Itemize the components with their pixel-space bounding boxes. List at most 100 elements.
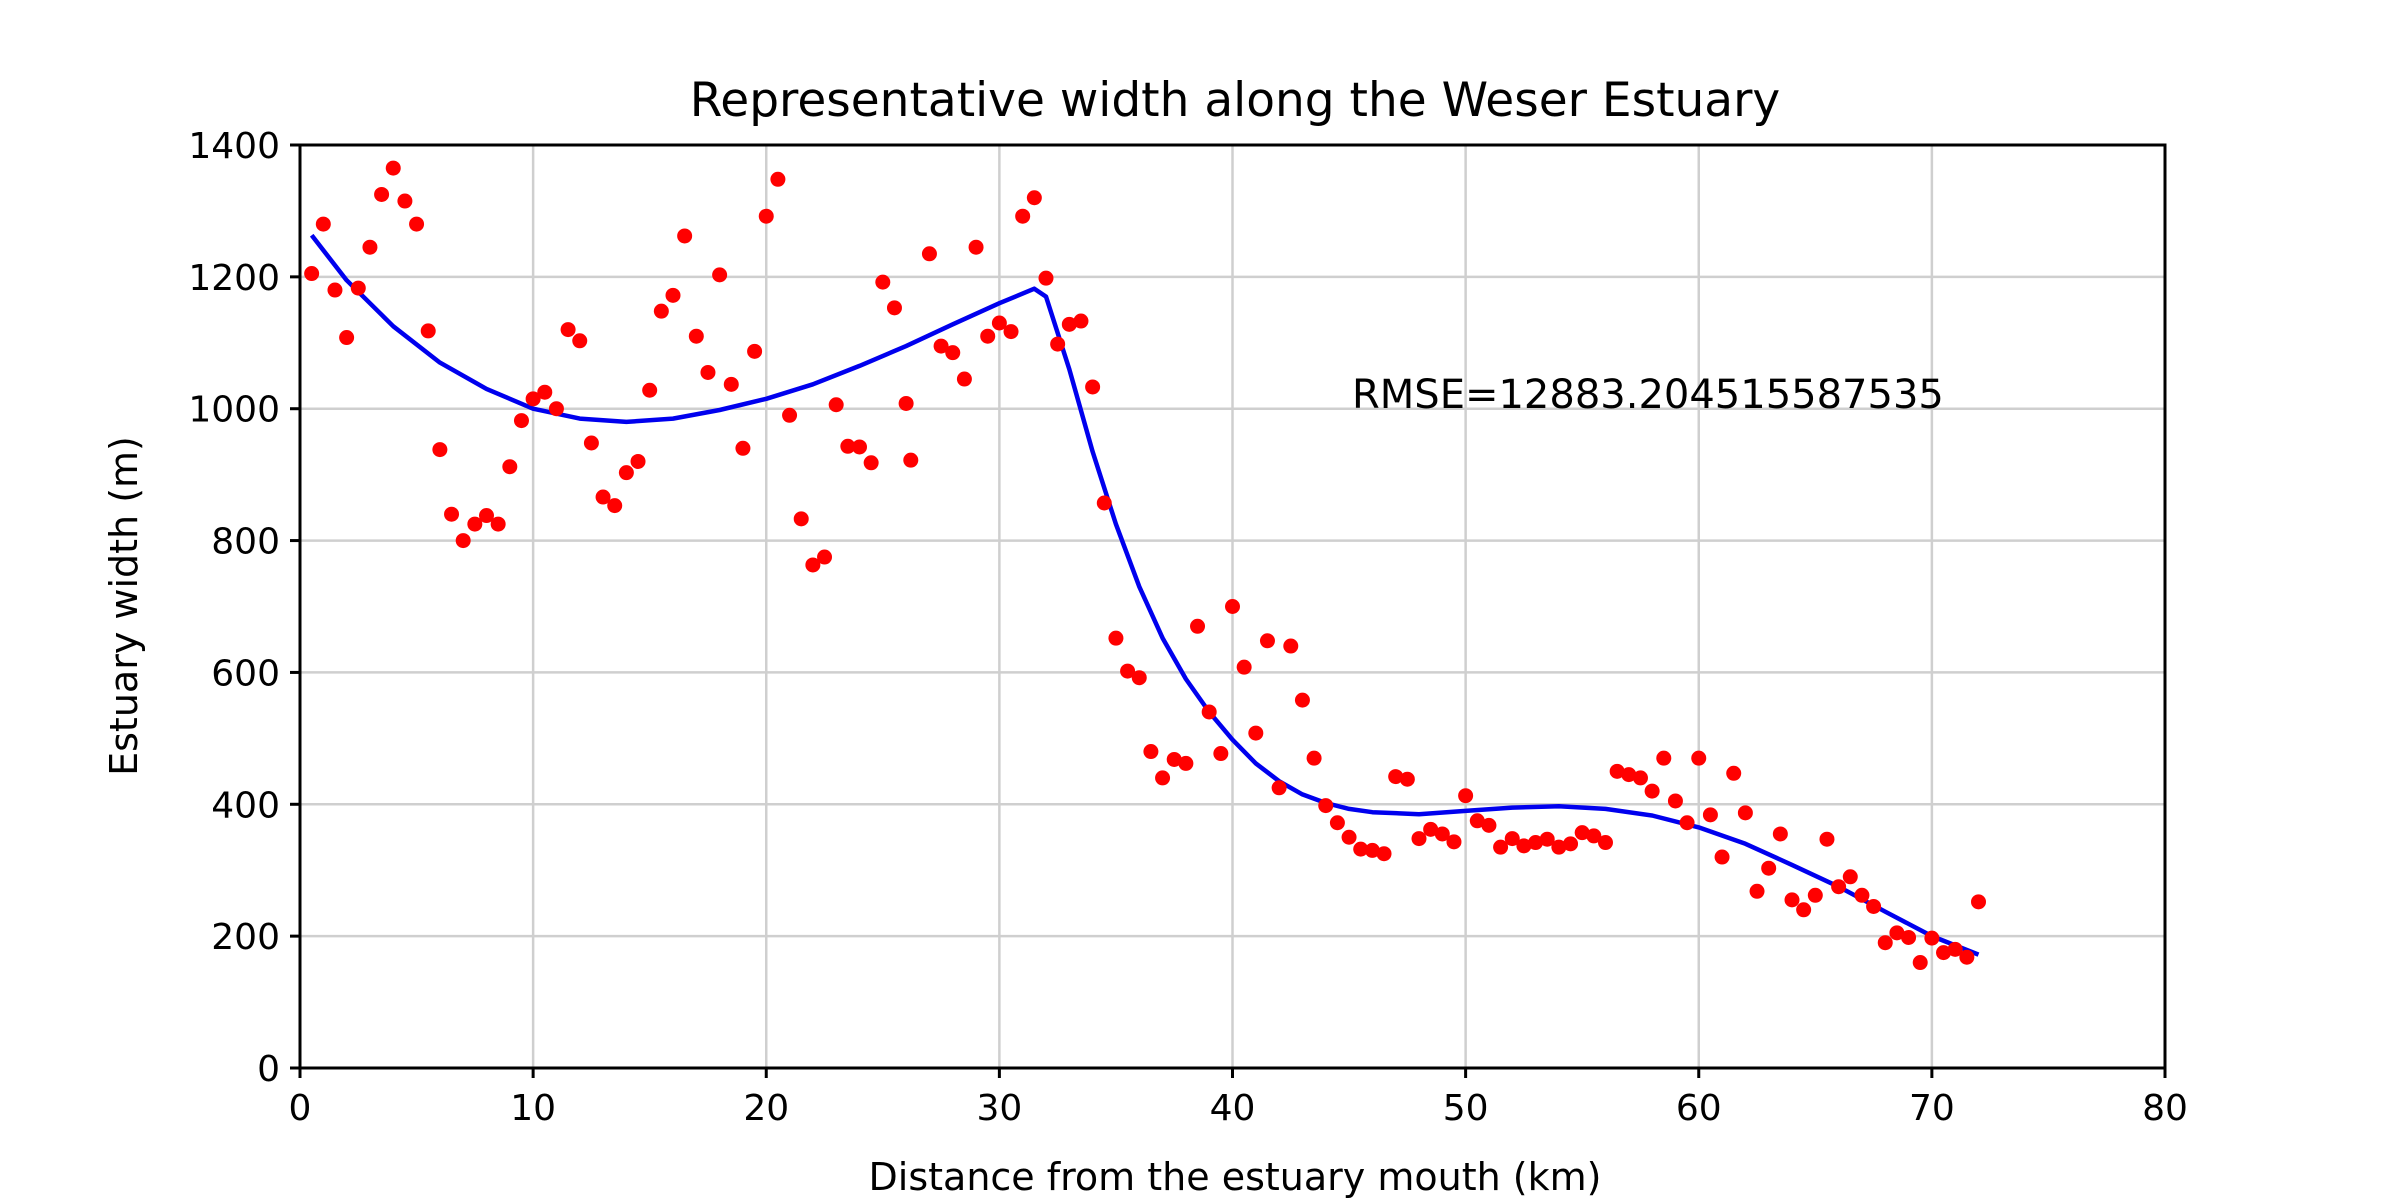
data-point — [315, 216, 331, 232]
y-tick-label: 600 — [211, 653, 280, 694]
data-point — [618, 465, 634, 481]
data-point — [479, 508, 494, 524]
data-point — [560, 322, 576, 338]
data-point — [782, 407, 798, 423]
x-tick-label: 50 — [1443, 1088, 1489, 1129]
data-point — [852, 439, 867, 455]
y-tick-label: 200 — [211, 917, 280, 958]
data-point — [502, 459, 518, 475]
x-tick-label: 40 — [1210, 1088, 1256, 1129]
data-point — [828, 397, 844, 413]
data-point — [1924, 930, 1940, 946]
data-point — [1061, 316, 1077, 332]
data-point — [1539, 831, 1555, 847]
data-point — [1586, 828, 1602, 844]
data-point — [374, 186, 390, 202]
data-point — [968, 239, 984, 255]
data-point — [1807, 887, 1823, 903]
data-point — [1201, 704, 1217, 720]
data-point — [1259, 633, 1275, 649]
y-tick-label: 0 — [257, 1049, 280, 1090]
data-point — [409, 216, 425, 232]
data-point — [1877, 935, 1893, 951]
data-point — [1411, 831, 1427, 847]
data-point — [735, 440, 751, 456]
data-point — [1341, 829, 1357, 845]
data-point — [1609, 763, 1625, 779]
data-point — [956, 371, 972, 387]
data-point — [1667, 793, 1683, 809]
data-point — [817, 549, 833, 565]
data-point — [1248, 725, 1264, 741]
data-point — [1866, 898, 1882, 914]
data-point — [1504, 831, 1520, 847]
data-point — [1353, 841, 1369, 857]
data-point — [1644, 783, 1660, 799]
data-point — [875, 274, 891, 290]
data-point — [1912, 955, 1928, 971]
data-point — [1213, 746, 1229, 762]
data-point — [1831, 879, 1847, 895]
data-point — [1598, 835, 1613, 851]
data-point — [991, 315, 1007, 331]
data-point — [863, 455, 879, 471]
rmse-annotation: RMSE=12883.204515587535 — [1352, 372, 1944, 418]
data-point — [1120, 663, 1136, 679]
data-point — [723, 376, 739, 392]
data-point — [1050, 336, 1066, 352]
data-point — [747, 343, 763, 359]
data-point — [1399, 771, 1415, 787]
data-point — [1854, 887, 1870, 903]
y-tick-label: 400 — [211, 785, 280, 826]
data-point — [700, 364, 716, 380]
data-point — [1679, 815, 1695, 831]
x-tick-label: 0 — [289, 1088, 312, 1129]
data-point — [525, 391, 541, 407]
axis-ticks: 0 10 20 30 40 50 60 70 8002004006008001000120014… — [188, 126, 2188, 1129]
data-point — [1271, 780, 1287, 796]
data-point — [1901, 929, 1917, 945]
data-point — [1423, 821, 1439, 837]
data-point — [1388, 769, 1404, 785]
data-point — [630, 453, 646, 469]
data-point — [642, 382, 658, 398]
data-point — [712, 267, 728, 283]
data-point — [339, 330, 355, 346]
data-point — [1528, 835, 1544, 851]
data-point — [1761, 860, 1777, 876]
data-point — [1364, 842, 1380, 858]
data-point — [770, 171, 786, 187]
data-point — [933, 338, 949, 354]
data-point — [455, 533, 471, 549]
data-point — [1108, 630, 1124, 646]
data-point — [1225, 599, 1240, 614]
data-point — [1493, 839, 1509, 855]
data-point — [1236, 659, 1252, 675]
data-point — [1726, 765, 1742, 781]
data-point — [537, 384, 553, 400]
data-point — [1481, 817, 1497, 833]
data-point — [898, 395, 914, 411]
data-point — [688, 328, 704, 344]
data-point — [548, 401, 564, 417]
data-point — [1329, 815, 1345, 831]
chart-title: Representative width along the Weser Est… — [690, 73, 1780, 128]
data-point — [607, 498, 623, 514]
data-point — [1434, 826, 1450, 842]
data-point — [1959, 949, 1975, 965]
data-point — [1376, 846, 1392, 862]
data-point — [1772, 826, 1788, 842]
data-point — [583, 435, 599, 451]
data-point — [444, 506, 460, 522]
data-point — [758, 208, 774, 224]
y-axis-label: Estuary width (m) — [102, 436, 146, 776]
y-tick-label: 1000 — [188, 390, 280, 431]
data-point — [1318, 798, 1334, 814]
data-point — [1656, 750, 1672, 766]
data-point — [1947, 941, 1963, 957]
data-point — [945, 345, 961, 361]
data-point — [362, 239, 378, 255]
data-point — [840, 438, 856, 454]
